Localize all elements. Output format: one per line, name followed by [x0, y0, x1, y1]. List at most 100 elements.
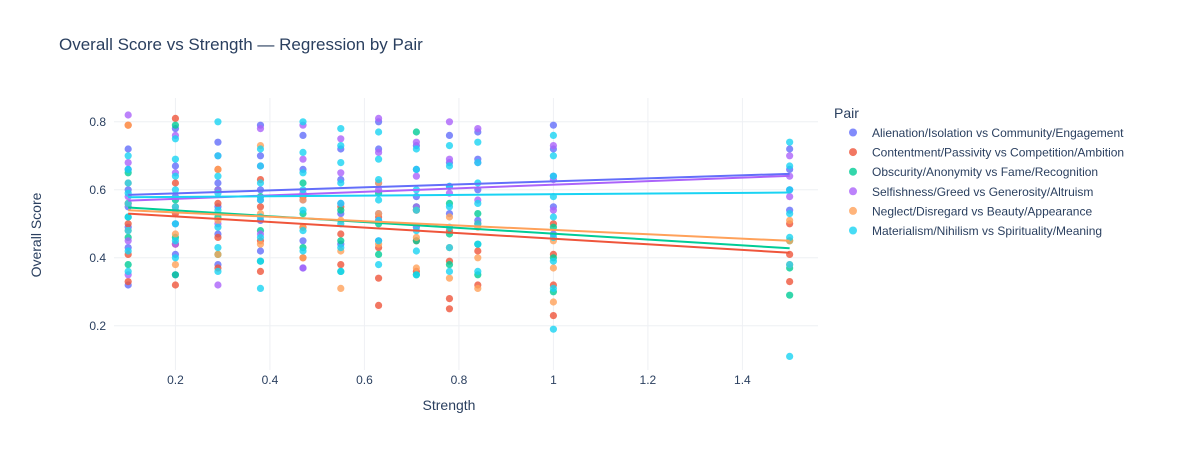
scatter-point[interactable]	[786, 291, 794, 299]
scatter-point[interactable]	[299, 196, 307, 204]
scatter-points[interactable]	[124, 111, 794, 360]
scatter-point[interactable]	[256, 247, 265, 255]
scatter-point[interactable]	[124, 213, 132, 221]
scatter-point[interactable]	[412, 247, 420, 255]
scatter-point[interactable]	[214, 179, 222, 187]
scatter-point[interactable]	[474, 247, 482, 255]
scatter-point[interactable]	[786, 145, 794, 153]
scatter-point[interactable]	[124, 111, 132, 119]
scatter-point[interactable]	[549, 233, 558, 241]
scatter-point[interactable]	[549, 172, 558, 180]
scatter-point[interactable]	[786, 352, 794, 360]
scatter-point[interactable]	[374, 261, 383, 269]
scatter-point[interactable]	[549, 257, 558, 265]
scatter-point[interactable]	[337, 199, 345, 207]
scatter-point[interactable]	[786, 261, 794, 269]
scatter-point[interactable]	[474, 267, 482, 275]
scatter-point[interactable]	[786, 152, 794, 160]
scatter-point[interactable]	[299, 179, 307, 187]
scatter-point[interactable]	[299, 169, 307, 177]
scatter-point[interactable]	[171, 203, 180, 211]
scatter-point[interactable]	[374, 148, 383, 156]
scatter-point[interactable]	[445, 213, 454, 221]
scatter-point[interactable]	[214, 138, 222, 146]
scatter-point[interactable]	[256, 267, 265, 275]
legend[interactable]: Pair Alienation/Isolation vs Community/E…	[834, 105, 1124, 238]
scatter-point[interactable]	[124, 145, 132, 153]
scatter-point[interactable]	[171, 281, 180, 289]
legend-item[interactable]: Materialism/Nihilism vs Spirituality/Mea…	[849, 224, 1102, 238]
scatter-point[interactable]	[549, 121, 558, 129]
scatter-point[interactable]	[445, 305, 454, 313]
scatter-point[interactable]	[214, 244, 222, 252]
scatter-point[interactable]	[445, 244, 454, 252]
scatter-point[interactable]	[214, 165, 222, 173]
scatter-point[interactable]	[445, 267, 454, 275]
scatter-point[interactable]	[214, 267, 222, 275]
scatter-point[interactable]	[299, 264, 307, 272]
scatter-point[interactable]	[549, 312, 558, 320]
scatter-point[interactable]	[445, 261, 454, 269]
scatter-point[interactable]	[124, 267, 132, 275]
scatter-point[interactable]	[256, 233, 265, 241]
scatter-point[interactable]	[337, 169, 345, 177]
scatter-point[interactable]	[549, 213, 558, 221]
scatter-point[interactable]	[171, 155, 180, 163]
scatter-point[interactable]	[214, 233, 222, 241]
scatter-point[interactable]	[337, 159, 345, 167]
legend-item[interactable]: Neglect/Disregard vs Beauty/Appearance	[849, 204, 1092, 218]
scatter-point[interactable]	[474, 125, 482, 133]
scatter-point[interactable]	[786, 138, 794, 146]
scatter-point[interactable]	[124, 247, 132, 255]
scatter-point[interactable]	[171, 261, 180, 269]
scatter-point[interactable]	[374, 128, 383, 136]
scatter-point[interactable]	[549, 206, 558, 214]
scatter-point[interactable]	[549, 152, 558, 160]
scatter-point[interactable]	[171, 179, 180, 187]
scatter-point[interactable]	[171, 172, 180, 180]
scatter-point[interactable]	[412, 193, 420, 201]
scatter-point[interactable]	[124, 227, 132, 235]
scatter-point[interactable]	[256, 162, 265, 170]
scatter-point[interactable]	[299, 254, 307, 262]
scatter-point[interactable]	[299, 131, 307, 139]
scatter-point[interactable]	[124, 165, 132, 173]
scatter-point[interactable]	[374, 196, 383, 204]
legend-item[interactable]: Alienation/Isolation vs Community/Engage…	[849, 126, 1124, 140]
scatter-point[interactable]	[445, 142, 454, 150]
scatter-point[interactable]	[374, 250, 383, 258]
scatter-point[interactable]	[445, 162, 454, 170]
scatter-point[interactable]	[171, 114, 180, 122]
scatter-point[interactable]	[171, 237, 180, 245]
scatter-point[interactable]	[412, 145, 420, 153]
scatter-point[interactable]	[171, 254, 180, 262]
scatter-point[interactable]	[299, 118, 307, 126]
scatter-point[interactable]	[256, 203, 265, 211]
scatter-point[interactable]	[171, 186, 180, 194]
scatter-point[interactable]	[337, 142, 345, 150]
scatter-point[interactable]	[299, 247, 307, 255]
scatter-point[interactable]	[445, 118, 454, 126]
scatter-point[interactable]	[214, 223, 222, 231]
scatter-point[interactable]	[374, 155, 383, 163]
scatter-point[interactable]	[786, 278, 794, 286]
scatter-point[interactable]	[412, 206, 420, 214]
scatter-point[interactable]	[549, 142, 558, 150]
scatter-point[interactable]	[549, 284, 558, 292]
scatter-point[interactable]	[412, 233, 420, 241]
scatter-point[interactable]	[256, 152, 265, 160]
scatter-point[interactable]	[124, 278, 132, 286]
scatter-point[interactable]	[445, 295, 454, 303]
scatter-point[interactable]	[124, 261, 132, 269]
scatter-point[interactable]	[374, 114, 383, 122]
scatter-point[interactable]	[337, 244, 345, 252]
scatter-point[interactable]	[412, 172, 420, 180]
scatter-point[interactable]	[124, 121, 132, 129]
scatter-point[interactable]	[337, 284, 345, 292]
scatter-point[interactable]	[256, 240, 265, 248]
scatter-point[interactable]	[445, 155, 454, 163]
scatter-point[interactable]	[786, 210, 794, 218]
scatter-point[interactable]	[214, 118, 222, 126]
scatter-point[interactable]	[171, 230, 180, 238]
scatter-point[interactable]	[337, 237, 345, 245]
